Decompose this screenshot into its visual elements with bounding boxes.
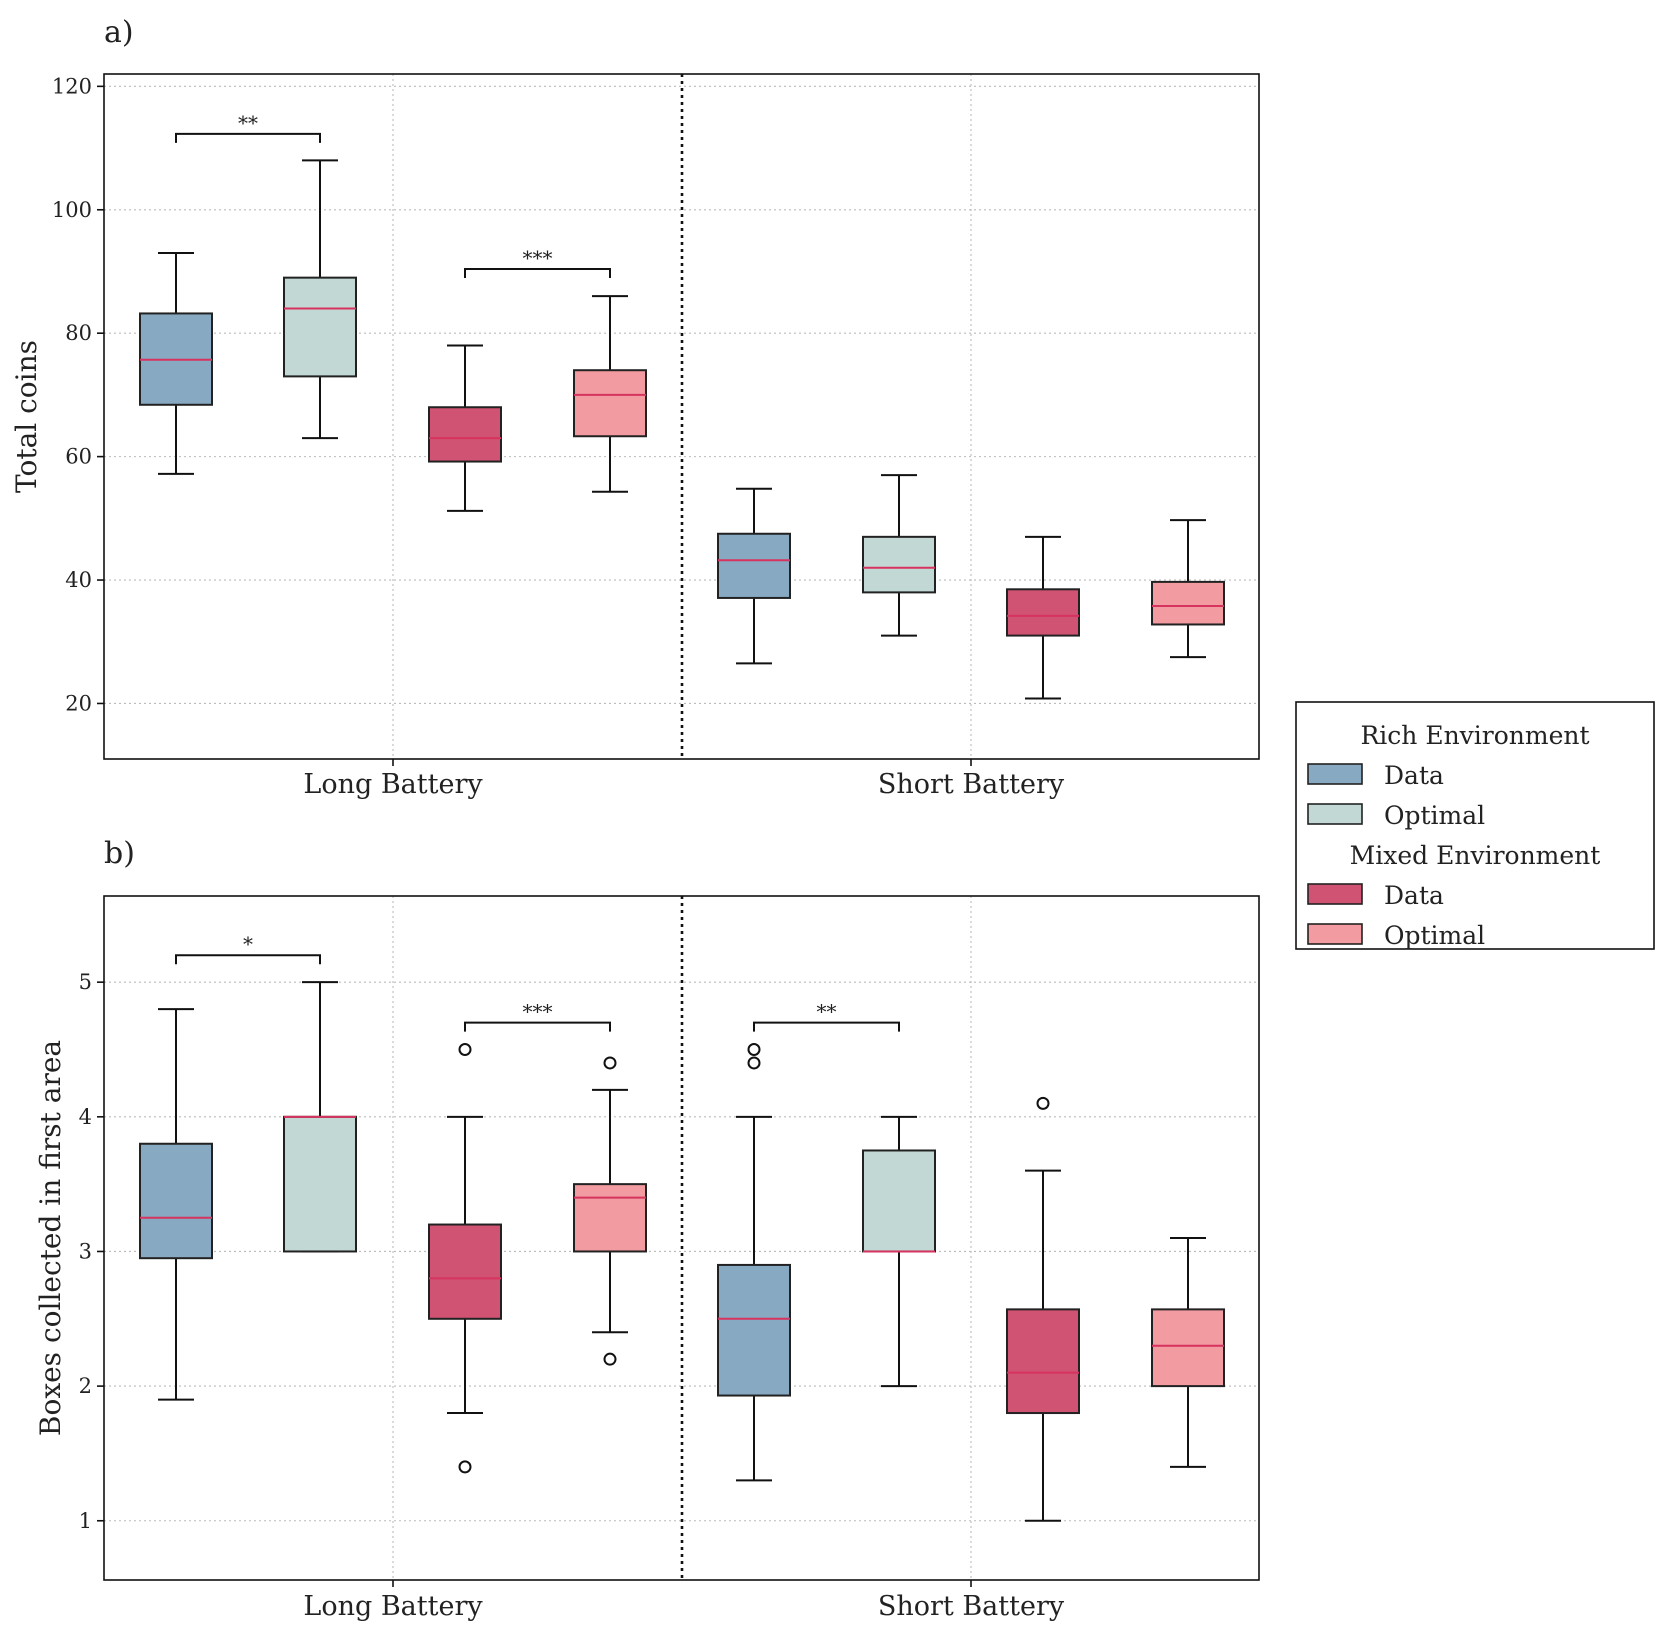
legend-swatch — [1307, 803, 1363, 825]
box-mixed-optimal — [1151, 1237, 1225, 1468]
legend-swatch — [1307, 923, 1363, 945]
bracket-line — [464, 1021, 611, 1032]
panel-label: a) — [104, 15, 134, 50]
outlier-point — [747, 1042, 761, 1056]
box-iqr — [428, 406, 502, 463]
category-label: Long Battery — [303, 769, 483, 800]
plot-frame — [103, 73, 1260, 760]
legend-item-label: Data — [1384, 761, 1444, 790]
box-rich-data — [139, 251, 213, 475]
box-iqr — [862, 1149, 936, 1253]
y-axis-label: Boxes collected in first area — [34, 1040, 67, 1436]
box-iqr — [573, 1183, 647, 1253]
box-mixed-optimal — [573, 1056, 647, 1366]
significance-label: ** — [238, 111, 258, 135]
legend-item-label: Optimal — [1384, 921, 1485, 950]
box-iqr — [283, 1115, 357, 1253]
category-label: Short Battery — [878, 769, 1065, 800]
box-rich-optimal — [862, 474, 936, 637]
box-rich-optimal — [283, 981, 357, 1253]
category-label: Short Battery — [878, 1591, 1065, 1622]
box-iqr — [283, 276, 357, 378]
legend-swatch — [1307, 763, 1363, 785]
outlier-point — [1036, 1096, 1050, 1110]
significance-bracket: *** — [464, 246, 611, 279]
legend-group-title: Mixed Environment — [1350, 841, 1601, 870]
y-tick-label: 100 — [52, 198, 92, 222]
box-mixed-optimal — [1151, 519, 1225, 659]
box-iqr — [717, 1263, 791, 1397]
box-iqr — [139, 1142, 213, 1260]
box-rich-optimal — [283, 159, 357, 440]
y-tick-label: 4 — [79, 1105, 92, 1129]
box-mixed-data — [1006, 535, 1080, 700]
outlier-point — [747, 1056, 761, 1070]
y-tick-label: 20 — [65, 691, 92, 715]
significance-label: *** — [523, 246, 553, 270]
bracket-line — [175, 954, 321, 965]
category-label: Long Battery — [303, 1591, 483, 1622]
y-tick-label: 60 — [65, 445, 92, 469]
y-tick-label: 120 — [52, 74, 92, 98]
box-iqr — [573, 369, 647, 438]
y-tick-label: 2 — [79, 1374, 92, 1398]
y-tick-label: 1 — [79, 1509, 92, 1533]
box-iqr — [1151, 580, 1225, 626]
box-iqr — [862, 535, 936, 594]
legend-frame — [1295, 701, 1655, 950]
significance-label: *** — [523, 1000, 553, 1024]
box-rich-data — [139, 1008, 213, 1401]
legend-item-label: Data — [1384, 881, 1444, 910]
bracket-line — [175, 132, 321, 143]
significance-bracket: ** — [753, 1000, 900, 1032]
y-tick-label: 40 — [65, 568, 92, 592]
significance-label: ** — [817, 1000, 837, 1024]
legend: Rich Environment Data Optimal Mixed Environ… — [1295, 701, 1655, 950]
outlier-point — [458, 1042, 472, 1056]
outlier-point — [603, 1352, 617, 1366]
significance-label: * — [243, 932, 253, 956]
box-iqr — [428, 1223, 502, 1320]
box-rich-data — [717, 487, 791, 665]
box-iqr — [1151, 1308, 1225, 1388]
panel-label: b) — [104, 836, 135, 871]
y-axis-label: Total coins — [10, 340, 43, 493]
box-mixed-optimal — [573, 295, 647, 493]
significance-bracket: * — [175, 932, 321, 965]
legend-item-label: Optimal — [1384, 801, 1485, 830]
outlier-point — [458, 1460, 472, 1474]
y-tick-label: 3 — [79, 1239, 92, 1263]
box-mixed-data — [1006, 1096, 1080, 1522]
legend-swatch — [1307, 883, 1363, 905]
y-tick-label: 5 — [79, 970, 92, 994]
box-rich-optimal — [862, 1115, 936, 1388]
significance-bracket: *** — [464, 1000, 611, 1032]
box-iqr — [717, 532, 791, 599]
plot-frame — [103, 895, 1260, 1581]
box-iqr — [1006, 588, 1080, 637]
y-tick-label: 80 — [65, 321, 92, 345]
box-rich-data — [717, 1042, 791, 1482]
significance-bracket: ** — [175, 111, 321, 143]
legend-group-title: Rich Environment — [1360, 721, 1589, 750]
box-iqr — [1006, 1308, 1080, 1415]
box-mixed-data — [428, 1042, 502, 1474]
box-mixed-data — [428, 344, 502, 512]
bracket-line — [464, 268, 611, 279]
bracket-line — [753, 1021, 900, 1032]
outlier-point — [603, 1056, 617, 1070]
